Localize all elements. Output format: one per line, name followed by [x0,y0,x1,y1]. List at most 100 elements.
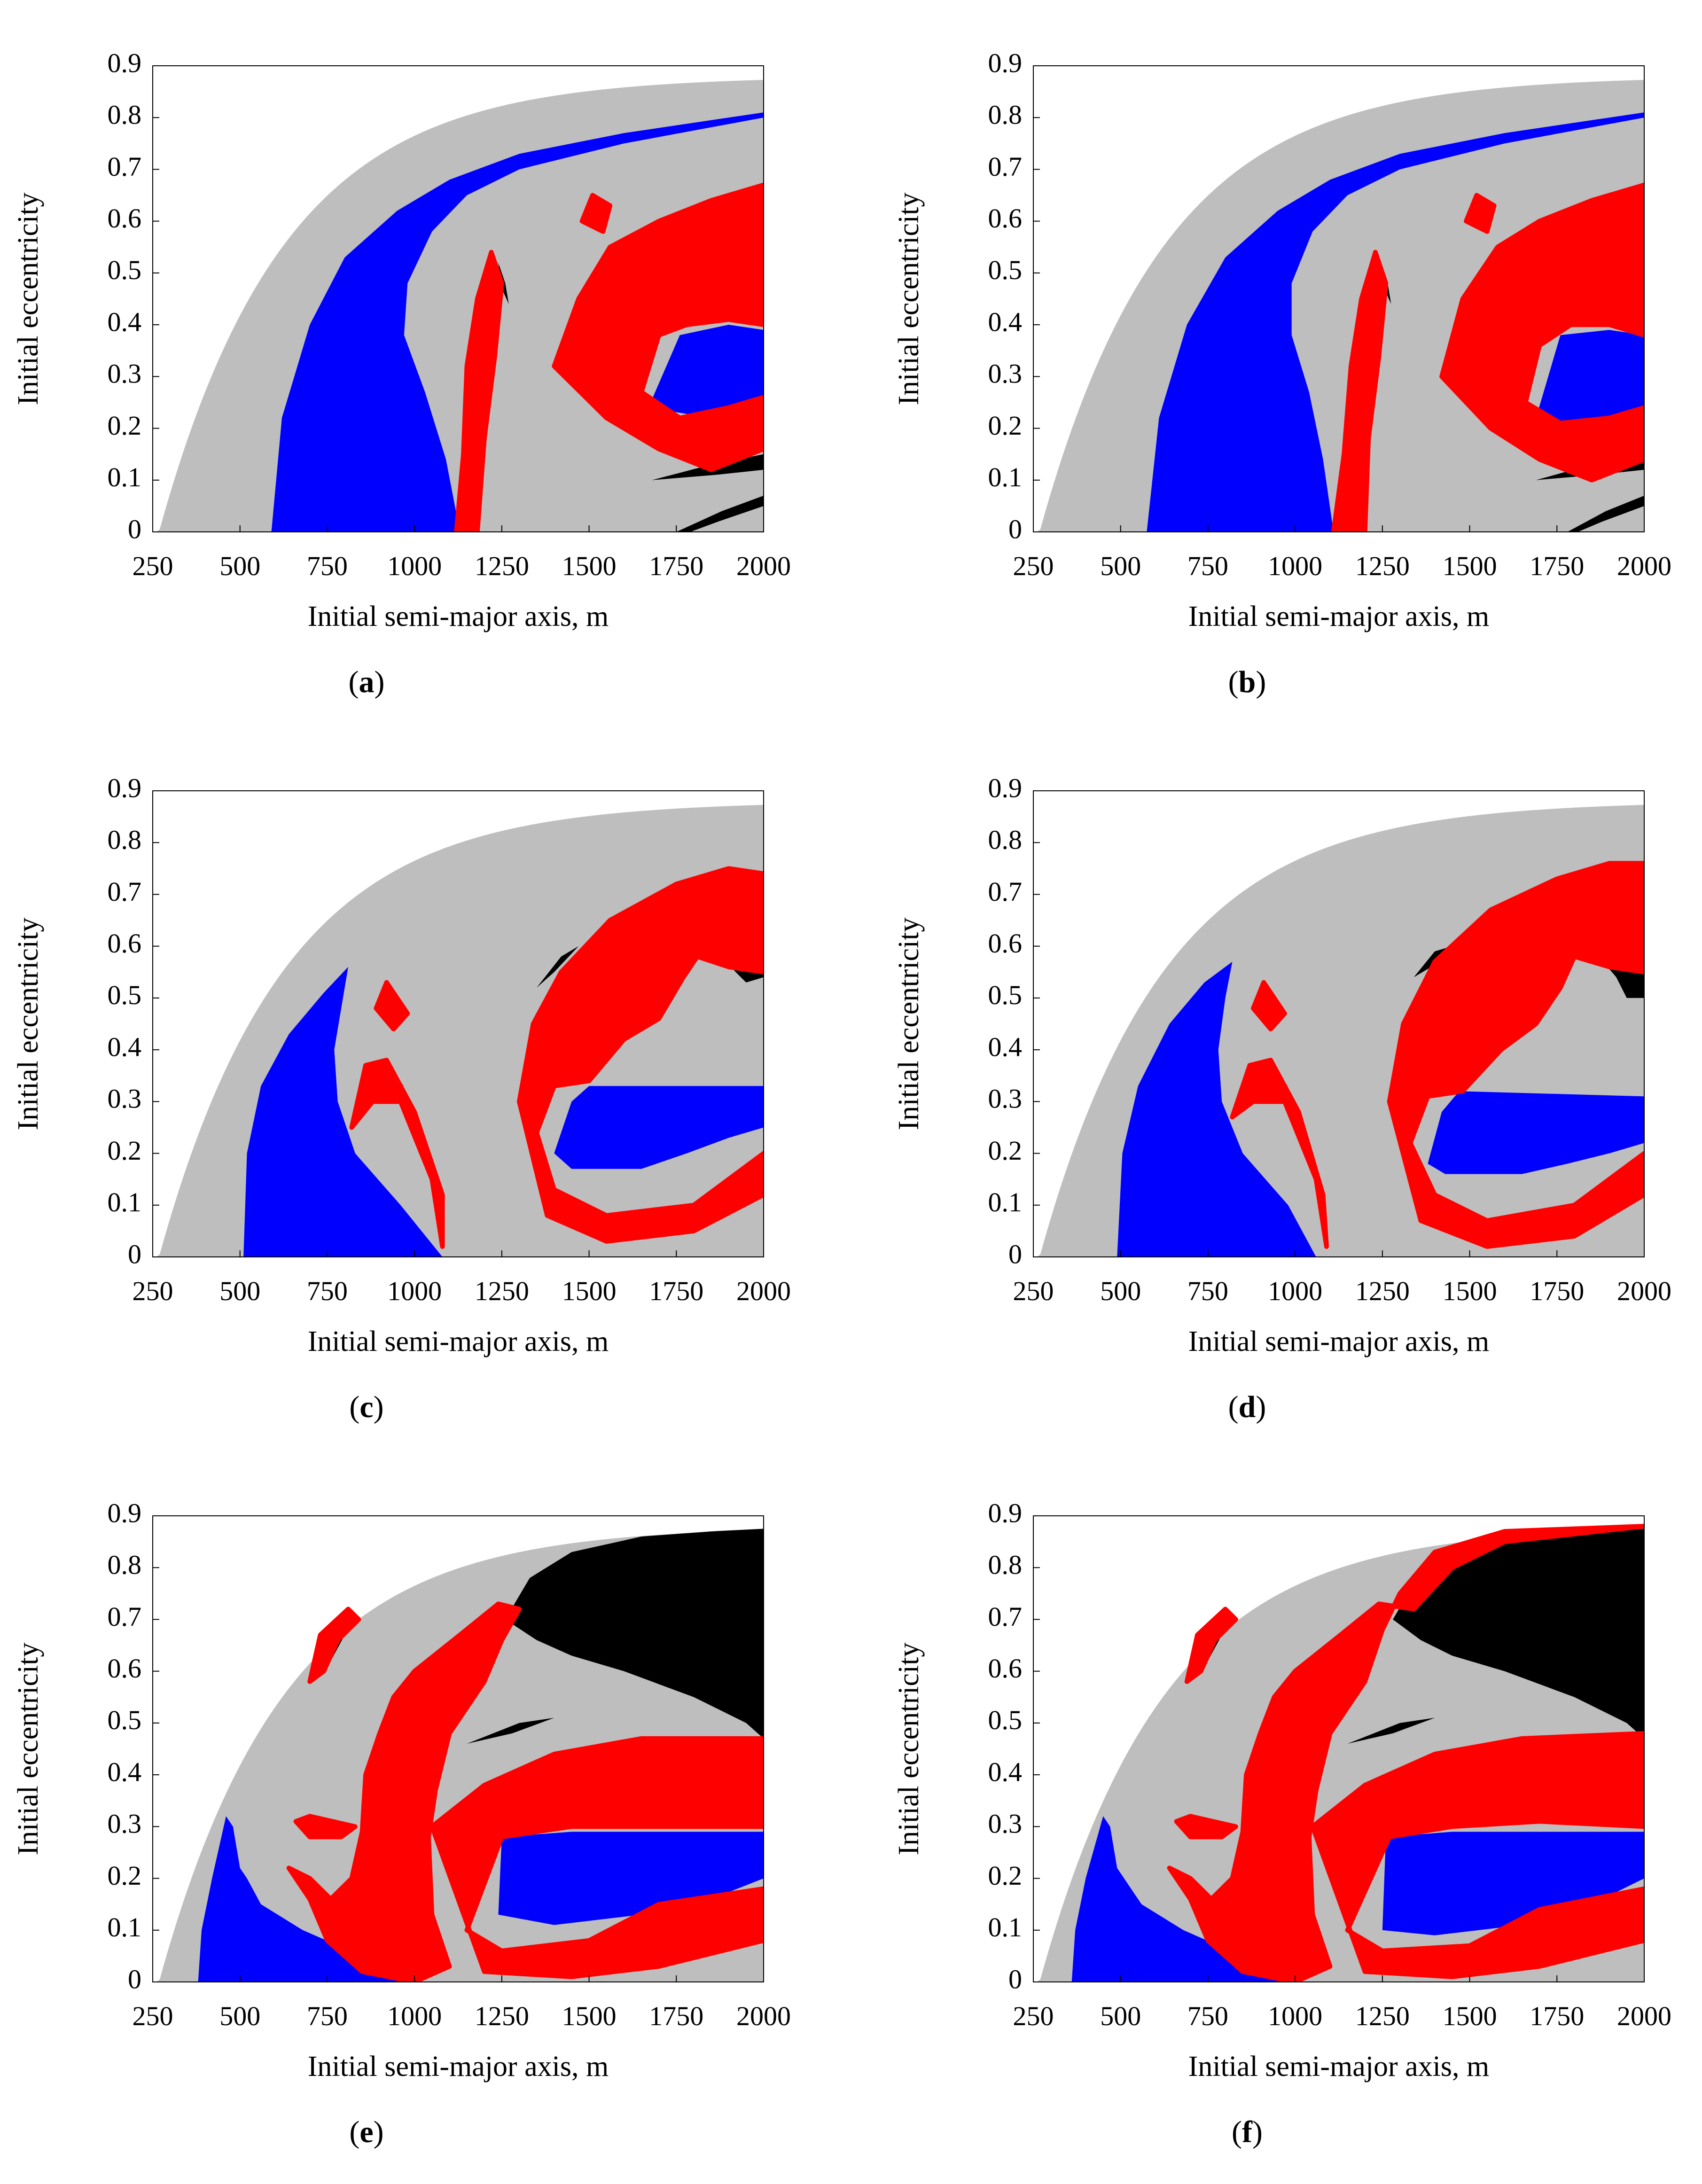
x-tick-label: 1250 [475,1276,529,1306]
blue-region [198,1816,401,1982]
x-tick-label: 250 [133,551,173,581]
panel-caption-a: (a) [320,664,414,700]
caption-close-paren: ) [373,2115,384,2149]
chart-panel-b: 0 0.1 0.2 0.3 0.4 0.5 0.6 0.7 0.8 0.9 250 500 750 100… [885,19,1702,639]
y-tick-label: 0.3 [108,359,142,389]
y-tick-label: 0.8 [108,100,142,130]
x-tick-label: 1000 [387,551,442,581]
y-tick-label: 0.9 [108,1498,142,1528]
y-tick-label: 0.6 [108,203,142,234]
y-axis-label: Initial eccentricity [12,193,44,406]
chart-svg-c: 0 0.1 0.2 0.3 0.4 0.5 0.6 0.7 0.8 0.9 250 500 750 100… [12,772,791,1357]
x-tick-label: 1500 [562,1276,617,1306]
y-tick-label: 0.8 [988,1550,1023,1580]
caption-open-paren: ( [1228,665,1239,699]
blue-region [554,1086,764,1169]
caption-open-paren: ( [349,1390,360,1424]
black-region [467,1717,554,1744]
plot-frame [1033,1515,1645,1982]
y-tick-label: 0.6 [988,928,1023,959]
y-tick-label: 0 [128,514,141,544]
y-tick-label: 0 [1008,1239,1022,1269]
plot-area-a [153,79,764,532]
x-tick-label: 1000 [1268,2001,1322,2031]
x-tick-label: 750 [307,551,348,581]
y-tick-label: 0.4 [108,1031,142,1062]
plot-frame [1033,790,1645,1257]
red-region [349,1058,445,1249]
gray-region [153,804,764,1257]
panel-caption-d: (d) [1200,1389,1294,1425]
y-tick-label: 0.7 [988,876,1023,907]
x-tick-label: 750 [1187,2001,1228,2031]
y-tick-label: 0.2 [988,410,1023,441]
red-region [374,980,410,1032]
y-tick-label: 0.4 [108,306,142,337]
y-tick-label: 0.4 [988,1031,1023,1062]
plot-frame [1033,65,1645,532]
panel-caption-c: (c) [320,1389,414,1425]
y-tick-label: 0.6 [108,928,142,959]
y-axis-label: Initial eccentricity [12,1643,44,1856]
y-tick-label: 0.1 [988,1187,1023,1217]
y-tick-label: 0 [128,1964,141,1994]
chart-svg-d: 0 0.1 0.2 0.3 0.4 0.5 0.6 0.7 0.8 0.9 250 500 750 100… [893,772,1671,1357]
black-region [676,495,764,532]
x-tick-label: 250 [133,2001,173,2031]
y-axis-label: Initial eccentricity [893,918,925,1131]
y-tick-label: 0.1 [988,462,1023,492]
x-tick-label: 1000 [1268,1276,1322,1306]
x-tick-label: 250 [1013,1276,1054,1306]
x-axis-label: Initial semi-major axis, m [308,601,609,632]
x-tick-label: 1750 [1530,551,1584,581]
y-tick-label: 0.3 [988,359,1023,389]
red-region [1464,193,1497,234]
red-region [429,1736,764,1979]
blue-region [243,967,443,1257]
y-tick-label: 0.8 [108,1550,142,1580]
y-tick-label: 0.9 [108,772,142,803]
y-axis-label: Initial eccentricity [12,918,44,1131]
y-tick-label: 0.7 [988,1601,1023,1632]
x-tick-label: 1000 [387,2001,442,2031]
y-tick-label: 0 [128,1239,141,1269]
red-region [1167,1524,1644,1982]
chart-panel-d: 0 0.1 0.2 0.3 0.4 0.5 0.6 0.7 0.8 0.9 250 500 750 100… [885,744,1702,1364]
red-region [307,1607,361,1684]
caption-open-paren: ( [349,2115,360,2149]
plot-frame [152,1515,764,1982]
y-tick-label: 0.2 [108,410,142,441]
x-tick-label: 1000 [387,1276,442,1306]
y-tick-label: 0.5 [988,980,1023,1010]
red-region [1331,250,1389,532]
x-axis-label: Initial semi-major axis, m [1188,1326,1490,1357]
red-region [552,182,764,472]
y-tick-label: 0.2 [988,1860,1023,1891]
red-region [1310,1731,1644,1979]
x-tick-label: 250 [1013,2001,1054,2031]
blue-region [1147,112,1644,532]
x-tick-label: 750 [307,1276,348,1306]
y-tick-label: 0.5 [988,1705,1023,1735]
chart-panel-a: 0 0.1 0.2 0.3 0.4 0.5 0.6 0.7 0.8 0.9 250 500 750 100… [5,19,826,639]
chart-svg-e: 0 0.1 0.2 0.3 0.4 0.5 0.6 0.7 0.8 0.9 250 500 750 100… [12,1498,791,2083]
y-tick-label: 0.9 [988,772,1023,803]
y-tick-label: 0.1 [108,462,142,492]
chart-panel-f: 0 0.1 0.2 0.3 0.4 0.5 0.6 0.7 0.8 0.9 250 500 750 100… [885,1469,1702,2089]
chart-svg-b: 0 0.1 0.2 0.3 0.4 0.5 0.6 0.7 0.8 0.9 250 500 750 100… [893,47,1671,632]
plot-frame [152,65,764,532]
x-tick-label: 500 [1100,1276,1141,1306]
x-axis-label: Initial semi-major axis, m [1188,601,1490,632]
plot-area-e [153,1529,764,1982]
y-tick-label: 0.6 [988,203,1023,234]
chart-svg-a: 0 0.1 0.2 0.3 0.4 0.5 0.6 0.7 0.8 0.9 250 500 750 100… [12,47,791,632]
x-tick-label: 1750 [1530,1276,1584,1306]
y-tick-label: 0.7 [108,151,142,182]
y-tick-label: 0.5 [108,255,142,285]
x-tick-label: 1250 [475,551,529,581]
red-region [1439,182,1644,483]
x-tick-label: 2000 [736,551,791,581]
y-tick-label: 0.3 [108,1084,142,1114]
x-tick-label: 1750 [649,1276,703,1306]
blue-region [1071,1816,1285,1982]
